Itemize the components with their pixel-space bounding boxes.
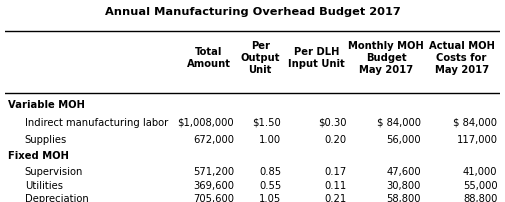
Text: Supplies: Supplies bbox=[25, 135, 67, 145]
Text: 0.21: 0.21 bbox=[324, 194, 346, 202]
Text: Monthly MOH
Budget
May 2017: Monthly MOH Budget May 2017 bbox=[348, 41, 424, 75]
Text: 571,200: 571,200 bbox=[193, 167, 234, 177]
Text: Fixed MOH: Fixed MOH bbox=[8, 152, 68, 161]
Text: 1.00: 1.00 bbox=[259, 135, 281, 145]
Text: Utilities: Utilities bbox=[25, 181, 63, 191]
Text: Total
Amount: Total Amount bbox=[187, 47, 231, 69]
Text: $0.30: $0.30 bbox=[318, 118, 346, 128]
Text: 47,600: 47,600 bbox=[386, 167, 421, 177]
Text: $ 84,000: $ 84,000 bbox=[453, 118, 497, 128]
Text: $1,008,000: $1,008,000 bbox=[178, 118, 234, 128]
Text: 30,800: 30,800 bbox=[386, 181, 421, 191]
Text: $1.50: $1.50 bbox=[252, 118, 281, 128]
Text: Variable MOH: Variable MOH bbox=[8, 100, 84, 110]
Text: Per DLH
Input Unit: Per DLH Input Unit bbox=[288, 47, 345, 69]
Text: Per
Output
Unit: Per Output Unit bbox=[240, 41, 280, 75]
Text: 0.11: 0.11 bbox=[324, 181, 346, 191]
Text: Depreciation: Depreciation bbox=[25, 194, 88, 202]
Text: 705,600: 705,600 bbox=[193, 194, 234, 202]
Text: 58,800: 58,800 bbox=[386, 194, 421, 202]
Text: 369,600: 369,600 bbox=[193, 181, 234, 191]
Text: Actual MOH
Costs for
May 2017: Actual MOH Costs for May 2017 bbox=[429, 41, 494, 75]
Text: 117,000: 117,000 bbox=[457, 135, 497, 145]
Text: 88,800: 88,800 bbox=[463, 194, 497, 202]
Text: 0.17: 0.17 bbox=[324, 167, 346, 177]
Text: Supervision: Supervision bbox=[25, 167, 83, 177]
Text: 56,000: 56,000 bbox=[386, 135, 421, 145]
Text: 672,000: 672,000 bbox=[193, 135, 234, 145]
Text: $ 84,000: $ 84,000 bbox=[377, 118, 421, 128]
Text: 1.05: 1.05 bbox=[259, 194, 281, 202]
Text: Annual Manufacturing Overhead Budget 2017: Annual Manufacturing Overhead Budget 201… bbox=[105, 7, 400, 17]
Text: 55,000: 55,000 bbox=[463, 181, 497, 191]
Text: 0.20: 0.20 bbox=[324, 135, 346, 145]
Text: 0.85: 0.85 bbox=[259, 167, 281, 177]
Text: Indirect manufacturing labor: Indirect manufacturing labor bbox=[25, 118, 168, 128]
Text: 41,000: 41,000 bbox=[463, 167, 497, 177]
Text: 0.55: 0.55 bbox=[259, 181, 281, 191]
